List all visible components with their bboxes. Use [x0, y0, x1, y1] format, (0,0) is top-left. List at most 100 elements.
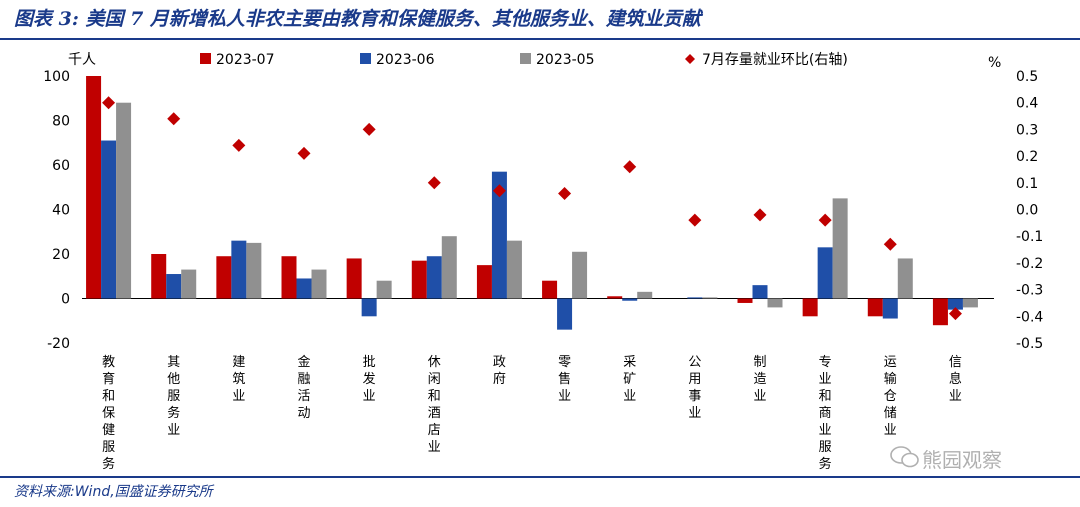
- category-label: 批发业: [363, 355, 376, 404]
- category-label: 其他服务业: [167, 355, 180, 438]
- category-label: 采矿业: [623, 355, 636, 404]
- chart-area: -20 0 20 40 60 80 100 -0.5 -0.4 -0.3 -0.2 -0.1 0.0 0.…: [43, 52, 1043, 472]
- bar: [897, 258, 913, 299]
- bar: [802, 298, 818, 317]
- data-point-marker: [427, 176, 441, 190]
- markers: [102, 96, 962, 321]
- bar: [116, 102, 132, 299]
- legend-swatch: [685, 54, 695, 64]
- bar: [311, 269, 327, 299]
- legend-label: 2023-07: [216, 52, 275, 68]
- y-tick-label: 80: [52, 114, 70, 130]
- bar: [281, 256, 297, 299]
- bar: [622, 298, 638, 301]
- bar: [216, 256, 232, 299]
- category-label: 政府: [493, 355, 506, 387]
- data-point-marker: [558, 186, 572, 200]
- bar: [346, 258, 362, 299]
- bar: [737, 298, 753, 303]
- y2-tick-label: 0.2: [1016, 149, 1038, 165]
- category-label: 公用事业: [688, 355, 701, 421]
- bar: [962, 298, 978, 308]
- bar: [687, 297, 703, 299]
- bar: [572, 251, 588, 299]
- watermark: 熊园观察: [922, 448, 1002, 472]
- bar: [947, 298, 963, 310]
- bar: [867, 298, 883, 317]
- y2-tick-label: 0.4: [1016, 96, 1038, 112]
- bar: [426, 256, 442, 299]
- category-label: 教育和保健服务: [102, 354, 115, 472]
- bar: [441, 236, 457, 299]
- y-tick-label: 20: [52, 247, 70, 263]
- bar: [166, 274, 182, 299]
- bar: [832, 198, 848, 299]
- category-label: 金融活动: [297, 354, 310, 421]
- bar: [637, 291, 653, 299]
- y2-axis-unit: %: [988, 55, 1001, 71]
- y-tick-label: 40: [52, 203, 70, 219]
- y2-tick-label: -0.3: [1016, 283, 1043, 299]
- bar: [231, 240, 247, 299]
- legend-label: 2023-05: [536, 52, 595, 68]
- bar: [181, 269, 197, 299]
- category-label: 休闲和酒店业: [428, 355, 441, 455]
- y2-tick-label: 0.0: [1016, 203, 1038, 219]
- y-tick-label: 0: [61, 292, 70, 308]
- category-label: 建筑业: [232, 355, 245, 404]
- bar: [361, 298, 377, 317]
- bar: [557, 298, 573, 330]
- y2-tick-label: 0.1: [1016, 176, 1038, 192]
- category-label: 信息业: [949, 355, 962, 404]
- y2-tick-label: -0.5: [1016, 336, 1043, 352]
- bar: [817, 247, 833, 299]
- data-point-marker: [753, 208, 767, 222]
- data-point-marker: [232, 138, 246, 152]
- y-tick-label: 100: [43, 69, 70, 85]
- data-point-marker: [297, 146, 311, 160]
- data-point-marker: [623, 160, 637, 174]
- chart-title: 图表 3: 美国 7 月新增私人非农主要由教育和保健服务、其他服务业、建筑业贡献: [14, 8, 701, 30]
- y2-tick-label: -0.2: [1016, 256, 1043, 272]
- bar: [296, 278, 312, 299]
- bar: [411, 260, 427, 299]
- wechat-icon: [890, 446, 919, 468]
- bar: [767, 298, 783, 308]
- legend-swatch: [360, 53, 371, 64]
- data-point-marker: [492, 184, 506, 198]
- bar: [607, 296, 623, 299]
- bar: [542, 280, 558, 299]
- y-tick-label: -20: [47, 336, 70, 352]
- bar: [151, 254, 167, 299]
- footer-divider: [0, 476, 1080, 478]
- data-point-marker: [362, 122, 376, 136]
- legend-swatch: [200, 53, 211, 64]
- bar: [476, 265, 492, 299]
- bar: [702, 297, 718, 299]
- data-point-marker: [167, 112, 181, 126]
- y2-tick-label: -0.1: [1016, 229, 1043, 245]
- y2-tick-label: 0.3: [1016, 122, 1038, 138]
- data-point-marker: [883, 237, 897, 251]
- legend-label: 2023-06: [376, 52, 435, 68]
- category-label: 专业和商业服务: [819, 355, 832, 472]
- bars: [86, 76, 978, 330]
- bar: [882, 298, 898, 319]
- bar: [101, 140, 117, 299]
- legend-swatch: [520, 53, 531, 64]
- bar: [752, 285, 768, 299]
- bar: [86, 76, 102, 299]
- data-point-marker: [818, 213, 832, 227]
- category-label: 制造业: [753, 355, 766, 404]
- category-labels: 教育和保健服务 其他服务业 建筑业 金融活动 批发业 休闲和酒店业 政府 零售业 采矿业 公用事业…: [102, 354, 962, 472]
- y2-tick-label: -0.4: [1016, 309, 1043, 325]
- category-label: 运输仓储业: [884, 355, 897, 438]
- legend-label: 7月存量就业环比(右轴): [702, 52, 848, 68]
- bar: [376, 280, 392, 299]
- data-point-marker: [688, 213, 702, 227]
- y2-tick-label: 0.5: [1016, 69, 1038, 85]
- category-label: 零售业: [558, 355, 571, 404]
- legend: 2023-07 2023-06 2023-05 7月存量就业环比(右轴): [200, 52, 848, 68]
- y-axis-unit: 千人: [68, 52, 96, 68]
- source-note: 资料来源:Wind,国盛证券研究所: [14, 484, 213, 500]
